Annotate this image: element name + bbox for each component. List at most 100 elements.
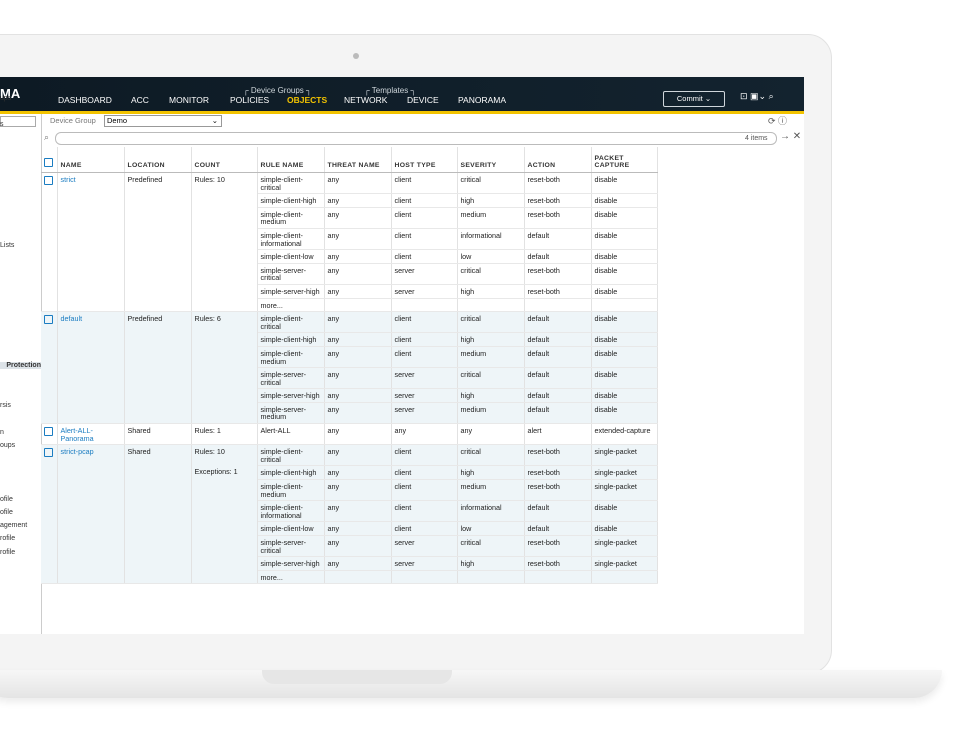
rule-cell: simple-client-medium	[257, 479, 325, 502]
rule-cell: disable	[591, 402, 658, 425]
sidebar-item[interactable]: oups	[0, 442, 16, 449]
rule-cell: informational	[457, 500, 525, 523]
toolbar-icons[interactable]: ⟳ ⓘ	[768, 116, 788, 126]
rule-cell: default	[524, 402, 592, 425]
rule-cell: critical	[457, 444, 525, 467]
table-row: simple-client-informational any client info…	[41, 228, 658, 251]
rule-cell	[391, 298, 458, 313]
rule-cell: simple-client-informational	[257, 228, 325, 251]
rule-cell: simple-client-medium	[257, 346, 325, 369]
table-row: simple-client-high any client high reset-bot…	[41, 465, 658, 481]
laptop-base	[0, 670, 942, 698]
count-line: Exceptions: 1	[194, 466, 238, 476]
device-group-select[interactable]: Demo ⌄	[104, 115, 222, 127]
rule-cell: disable	[591, 388, 658, 403]
rule-cell: simple-server-critical	[257, 535, 325, 558]
rule-cell: disable	[591, 193, 658, 208]
laptop-notch	[262, 670, 452, 684]
rule-cell: server	[391, 367, 458, 390]
rule-cell: default	[524, 346, 592, 369]
rule-cell: any	[324, 193, 392, 208]
rule-cell: any	[457, 423, 525, 446]
checkbox-cell	[41, 423, 58, 446]
rule-cell: medium	[457, 402, 525, 425]
nav-group-text: Device Groups	[250, 86, 304, 95]
nav-item[interactable]: MONITOR	[169, 95, 209, 105]
rule-cell: client	[391, 228, 458, 251]
rule-cell: server	[391, 556, 458, 571]
group-name[interactable]: strict	[57, 172, 125, 313]
header-icons[interactable]: ⊡ ▣⌄ ⌕	[740, 91, 774, 101]
sidebar-item[interactable]: s	[0, 121, 4, 128]
sidebar-item[interactable]: Lists	[0, 242, 15, 249]
rule-cell: simple-server-high	[257, 556, 325, 571]
checkbox[interactable]	[44, 315, 53, 325]
nav-item[interactable]: POLICIES	[230, 95, 270, 105]
sidebar-item[interactable]: rsis	[0, 402, 11, 409]
table-row: strict Predefined Rules: 10 simple-client-c…	[41, 172, 658, 313]
checkbox[interactable]	[44, 448, 53, 458]
group-location: Predefined	[124, 311, 192, 425]
group-location: Shared	[124, 423, 192, 446]
group-count: Rules: 10 Exceptions: 1	[191, 444, 258, 585]
sidebar-item[interactable]: ups	[0, 95, 12, 102]
sidebar-item[interactable]: ofile	[0, 496, 13, 503]
rule-cell: medium	[457, 346, 525, 369]
group-count: Rules: 10	[191, 172, 258, 313]
nav-item[interactable]: OBJECTS	[287, 95, 328, 105]
sidebar-item[interactable]: ofile	[0, 509, 13, 516]
rule-cell: disable	[591, 228, 658, 251]
group-name[interactable]: strict-pcap	[57, 444, 125, 585]
nav-item[interactable]: PANORAMA	[458, 95, 507, 105]
rule-cell: any	[391, 423, 458, 446]
sidebar-item[interactable]: n	[0, 429, 4, 436]
rule-cell: disable	[591, 284, 658, 299]
rule-cell: default	[524, 332, 592, 347]
checkbox[interactable]	[44, 427, 53, 437]
rule-cell: single-packet	[591, 479, 658, 502]
rule-cell: alert	[524, 423, 592, 446]
table-row: simple-client-low any client low default disa…	[41, 521, 658, 536]
nav-group-label: ┌ Device Groups ┐	[243, 86, 312, 95]
table-row: Alert-ALL-Panorama Shared Rules: 1 Alert-AL…	[41, 423, 658, 446]
rule-cell: reset-both	[524, 207, 592, 229]
rule-cell: extended-capture	[591, 423, 658, 446]
device-group-label: Device Group	[50, 116, 96, 125]
sidebar-item[interactable]: rofile	[0, 549, 16, 556]
group-name[interactable]: default	[57, 311, 125, 425]
table-row: simple-client-low any client low default disa…	[41, 249, 658, 264]
rule-cell: client	[391, 521, 458, 536]
group-name[interactable]: Alert-ALL-Panorama	[57, 423, 125, 446]
table-row: simple-client-high any client high default di…	[41, 332, 658, 347]
rule-cell: server	[391, 388, 458, 403]
rule-cell: reset-both	[524, 263, 592, 285]
rule-cell: any	[324, 388, 392, 403]
sidebar-select[interactable]	[0, 116, 36, 127]
commit-button[interactable]: Commit ⌄	[663, 91, 725, 107]
rule-cell: simple-client-critical	[257, 172, 325, 195]
rule-cell: single-packet	[591, 465, 658, 481]
rule-cell: simple-client-critical	[257, 311, 325, 334]
nav-item[interactable]: DEVICE	[407, 95, 439, 105]
rule-cell: reset-both	[524, 479, 592, 502]
nav-item[interactable]: NETWORK	[344, 95, 388, 105]
camera	[353, 53, 359, 59]
rule-cell: simple-client-informational	[257, 500, 325, 523]
sidebar-item[interactable]: Protection	[0, 362, 41, 369]
checkbox[interactable]	[44, 158, 53, 168]
nav-item[interactable]: ACC	[131, 95, 149, 105]
rule-cell: disable	[591, 311, 658, 334]
header-cell: PACKET CAPTURE	[591, 147, 658, 173]
checkbox-cell	[41, 311, 58, 425]
count-line: Rules: 6	[194, 314, 221, 324]
rule-cell: default	[524, 249, 592, 264]
sidebar-item[interactable]: agement	[0, 522, 28, 529]
logo: MA	[0, 86, 21, 101]
rule-cell: simple-client-low	[257, 249, 325, 264]
rule-cell: client	[391, 346, 458, 369]
nav-item[interactable]: DASHBOARD	[58, 95, 112, 105]
sidebar-item[interactable]: rofile	[0, 535, 16, 542]
checkbox[interactable]	[44, 176, 53, 185]
search-box[interactable]	[55, 132, 777, 145]
search-actions[interactable]: → ✕	[780, 131, 802, 142]
